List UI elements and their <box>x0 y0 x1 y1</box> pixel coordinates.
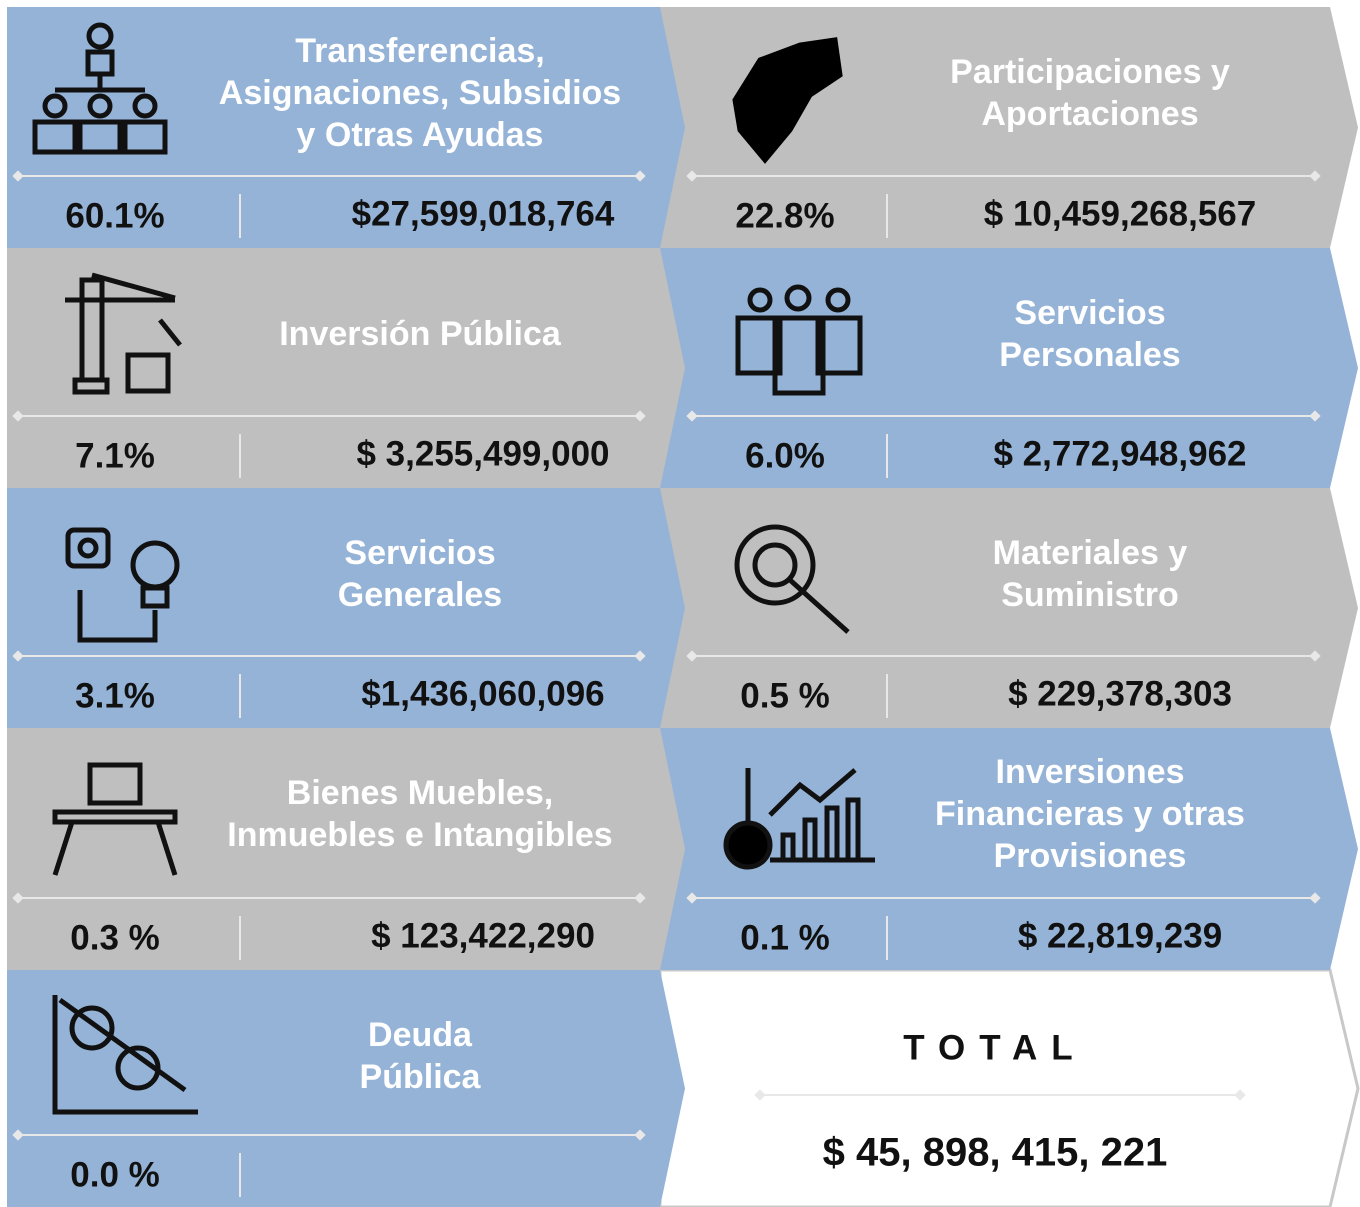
percent: 22.8% <box>735 196 834 235</box>
tile-title: Personales <box>999 336 1180 374</box>
desk-icon <box>52 762 178 876</box>
divider-diamond <box>1309 650 1321 662</box>
divider-diamond <box>634 170 646 182</box>
divider-diamond <box>1309 170 1321 182</box>
tile: Servicios Personales 6.0% $ 2,772,948,962 <box>660 248 1358 488</box>
tile-title: Participaciones y <box>950 53 1230 91</box>
divider-diamond <box>686 410 698 422</box>
divider-diamond <box>1234 1089 1246 1101</box>
tile: Bienes Muebles, Inmuebles e Intangibles 0.… <box>7 728 685 970</box>
tile-title: Transferencias, <box>295 32 544 70</box>
percent: 0.0 % <box>70 1155 160 1194</box>
percent: 6.0% <box>745 436 825 475</box>
amount: $ 2,772,948,962 <box>993 434 1246 473</box>
divider-diamond <box>634 650 646 662</box>
tile-title: Asignaciones, Subsidios <box>219 74 621 112</box>
tile-title: Servicios <box>1014 294 1165 332</box>
tile-title: Generales <box>338 576 502 614</box>
divider-diamond <box>754 1089 766 1101</box>
tile: Servicios Generales 3.1% $1,436,060,096 <box>7 488 685 728</box>
percent: 0.1 % <box>740 918 830 957</box>
map-icon <box>732 37 843 164</box>
amount: $1,436,060,096 <box>361 674 604 713</box>
tile-title: y Otras Ayudas <box>297 116 544 154</box>
tile-shape <box>7 248 685 488</box>
tile-title: Suministro <box>1001 576 1179 614</box>
tile-shape <box>7 488 685 728</box>
tile-title: Aportaciones <box>981 95 1198 133</box>
divider-diamond <box>686 170 698 182</box>
divider-diamond <box>686 650 698 662</box>
tile-title: Deuda <box>368 1016 473 1054</box>
tile: Transferencias, Asignaciones, Subsidios y … <box>7 7 685 248</box>
percent: 60.1% <box>65 196 164 235</box>
divider-diamond <box>634 410 646 422</box>
divider-diamond <box>634 1129 646 1141</box>
total-amount: $ 45, 898, 415, 221 <box>823 1131 1168 1175</box>
tile-title: Bienes Muebles, <box>287 774 553 812</box>
finance-icon <box>723 768 875 870</box>
tile-title: Materiales y <box>993 534 1188 572</box>
tile-title: Provisiones <box>994 837 1187 875</box>
tile-shape <box>7 728 685 970</box>
org-icon <box>32 22 168 155</box>
tile-title: Inversión Pública <box>279 315 562 353</box>
percent: 7.1% <box>75 436 155 475</box>
gear-icon <box>734 524 850 634</box>
percent: 0.3 % <box>70 918 160 957</box>
percent: 0.5 % <box>740 676 830 715</box>
divider-diamond <box>12 1129 24 1141</box>
total-label: TOTAL <box>903 1028 1086 1067</box>
divider-diamond <box>1309 892 1321 904</box>
tile-title: Inmuebles e Intangibles <box>227 816 612 854</box>
percent: 3.1% <box>75 676 155 715</box>
amount: $ 3,255,499,000 <box>356 434 609 473</box>
amount: $ 22,819,239 <box>1018 916 1222 955</box>
tile-shape <box>7 970 685 1207</box>
plug-icon <box>65 527 180 643</box>
total: TOTAL $ 45, 898, 415, 221 <box>754 1028 1246 1175</box>
divider-diamond <box>634 892 646 904</box>
people-icon <box>735 284 863 396</box>
tile-title: Inversiones <box>996 753 1185 791</box>
tiles: Participaciones y Aportaciones 22.8% $ 10,4… <box>7 7 1360 1207</box>
divider-diamond <box>686 892 698 904</box>
amount: $ 123,422,290 <box>371 916 595 955</box>
icons <box>32 22 875 1115</box>
divider-diamond <box>1309 410 1321 422</box>
tile: Deuda Pública 0.0 % <box>7 970 685 1207</box>
tile-title: Financieras y otras <box>935 795 1245 833</box>
debt-icon <box>52 995 198 1115</box>
tile-shape <box>7 7 685 248</box>
tile: Materiales y Suministro 0.5 % $ 229,378,303 <box>660 488 1358 728</box>
tile: Inversión Pública 7.1% $ 3,255,499,000 <box>7 248 685 488</box>
tile-title: Servicios <box>344 534 495 572</box>
amount: $27,599,018,764 <box>352 194 615 233</box>
amount: $ 10,459,268,567 <box>984 194 1256 233</box>
amount: $ 229,378,303 <box>1008 674 1232 713</box>
crane-icon <box>65 272 182 395</box>
tile-shape <box>660 488 1358 728</box>
tile-title: Pública <box>360 1058 482 1096</box>
